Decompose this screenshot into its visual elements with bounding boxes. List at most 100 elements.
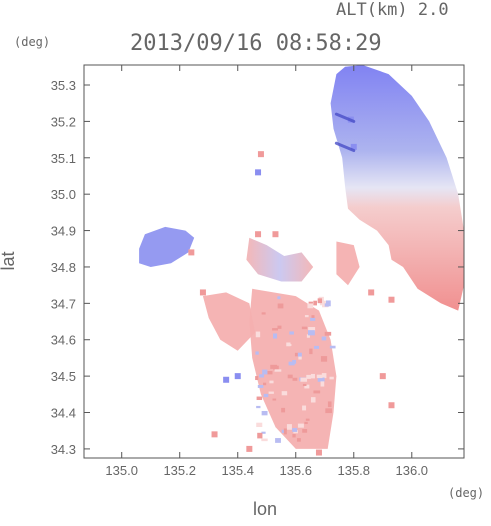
x-tick-label: 135.0 — [105, 463, 138, 478]
echo-speckle — [311, 315, 315, 318]
echo-speckle — [294, 352, 299, 357]
small-echo — [257, 151, 264, 158]
y-unit-label: (deg) — [14, 35, 50, 49]
small-echo — [272, 231, 279, 238]
small-echo — [211, 431, 218, 438]
y-tick-label: 35.3 — [51, 78, 76, 93]
echo-speckle — [255, 376, 259, 381]
small-echo — [246, 445, 253, 452]
echo-speckle — [305, 418, 310, 421]
echo-speckle — [292, 377, 298, 381]
echo-speckle — [302, 429, 308, 433]
echo-speckle — [321, 336, 327, 341]
echo-speckle — [255, 331, 261, 338]
y-axis-label: lat — [0, 251, 18, 270]
small-echo — [388, 402, 395, 409]
echo-speckle — [308, 330, 315, 336]
echo-speckle — [306, 334, 310, 338]
small-echo — [315, 449, 322, 456]
echo-speckle — [297, 352, 302, 357]
echo-speckle — [320, 356, 328, 362]
echo-speckle — [304, 421, 308, 425]
small-echo — [388, 296, 395, 303]
echo-speckle — [275, 438, 281, 443]
echo-speckle — [327, 401, 332, 408]
echo-speckle — [314, 345, 320, 349]
echo-speckle — [273, 365, 279, 371]
echo-speckle — [310, 317, 316, 321]
echo-speckle — [302, 405, 307, 411]
x-tick-label: 135.8 — [337, 463, 370, 478]
x-tick-label: 135.2 — [163, 463, 196, 478]
echo-speckle — [256, 405, 261, 409]
echo-speckle — [263, 382, 267, 386]
echo-speckle — [329, 345, 336, 349]
echo-speckle — [261, 431, 266, 434]
echo-speckle — [298, 355, 302, 360]
echo-speckle — [281, 407, 286, 413]
echo-speckle — [325, 408, 332, 414]
echo-region-mid-east-patch — [336, 241, 360, 286]
echo-speckle — [287, 344, 292, 347]
echo-speckle — [313, 390, 321, 394]
echo-speckle — [262, 369, 268, 375]
echo-region-northeast-sector — [330, 65, 464, 311]
echo-speckle — [283, 428, 287, 435]
echo-speckle — [281, 391, 288, 396]
echo-speckle — [257, 385, 264, 388]
echo-speckle — [281, 429, 286, 434]
x-tick-label: 135.6 — [279, 463, 312, 478]
echo-speckle — [263, 393, 269, 398]
echo-speckle — [256, 396, 263, 401]
echo-speckle — [320, 381, 325, 387]
y-tick-label: 34.5 — [51, 369, 76, 384]
echo-speckle — [310, 397, 316, 403]
echo-speckle — [309, 348, 313, 355]
small-echo — [255, 169, 262, 176]
altitude-label: ALT(km) 2.0 — [336, 0, 449, 20]
echo-speckle — [274, 369, 282, 372]
echo-speckle — [277, 325, 282, 329]
echo-layer — [139, 65, 464, 456]
x-axis-label: lon — [253, 499, 277, 519]
echo-speckle — [317, 298, 323, 304]
y-tick-label: 34.8 — [51, 260, 76, 275]
echo-speckle — [288, 361, 295, 366]
echo-streak — [334, 112, 356, 123]
echo-speckle — [308, 327, 316, 332]
echo-speckle — [272, 333, 278, 339]
echo-speckle — [304, 315, 309, 318]
echo-speckle — [267, 371, 273, 375]
echo-speckle — [286, 424, 292, 430]
echo-speckle — [277, 296, 281, 300]
echo-speckle — [302, 383, 307, 386]
x-tick-label: 136.0 — [396, 463, 429, 478]
plot-frame — [83, 64, 465, 459]
small-echo — [223, 376, 230, 383]
y-tick-label: 35.1 — [51, 151, 76, 166]
small-echo — [350, 143, 357, 150]
small-echo — [199, 289, 206, 296]
y-tick-label: 35.0 — [51, 187, 76, 202]
echo-speckle — [292, 434, 296, 438]
echo-speckle — [287, 374, 293, 379]
chart-title: 2013/09/16 08:58:29 — [130, 31, 382, 56]
y-tick-label: 34.3 — [51, 442, 76, 457]
echo-speckle — [306, 374, 311, 379]
echo-speckle — [289, 331, 294, 335]
small-echo — [255, 231, 262, 238]
echo-speckle — [310, 373, 315, 379]
echo-speckle — [307, 303, 314, 309]
y-tick-label: 35.2 — [51, 114, 76, 129]
echo-speckle — [329, 376, 334, 380]
echo-speckle — [300, 377, 308, 382]
y-tick-label: 34.4 — [51, 406, 76, 421]
small-echo — [234, 373, 241, 380]
small-echo — [379, 373, 386, 380]
echo-speckle — [304, 384, 310, 389]
echo-speckle — [269, 380, 274, 384]
echo-speckle — [272, 398, 277, 401]
echo-speckle — [259, 374, 265, 378]
